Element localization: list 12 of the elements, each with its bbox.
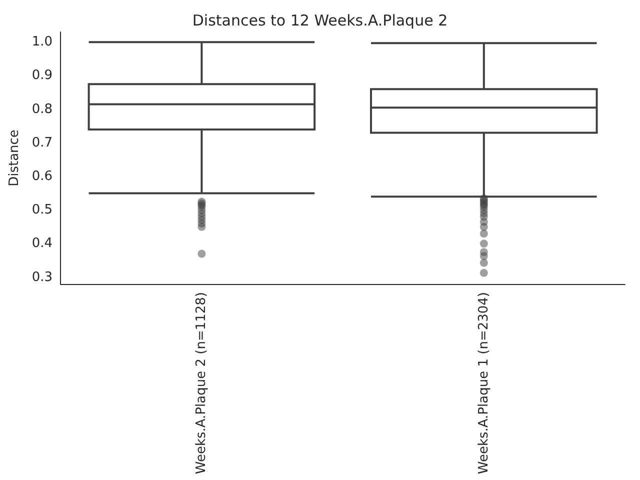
y-tick-label: 0.5 bbox=[32, 202, 53, 218]
y-tick-label: 0.8 bbox=[32, 102, 53, 117]
y-tick-label: 1.0 bbox=[32, 34, 53, 50]
y-tick-label: 0.9 bbox=[32, 68, 53, 84]
chart-title: Distances to 12 Weeks.A.Plaque 2 bbox=[192, 12, 448, 30]
y-axis-title: Distance bbox=[7, 130, 22, 186]
y-tick-label: 0.4 bbox=[32, 236, 53, 252]
y-tick-label: 0.3 bbox=[32, 270, 53, 285]
x-tick-label: Weeks.A.Plaque 1 (n=2304) bbox=[476, 292, 492, 474]
y-tick-label: 0.7 bbox=[32, 135, 53, 150]
y-tick-label: 0.6 bbox=[32, 168, 53, 184]
x-tick-label: Weeks.A.Plaque 2 (n=1128) bbox=[194, 292, 210, 474]
